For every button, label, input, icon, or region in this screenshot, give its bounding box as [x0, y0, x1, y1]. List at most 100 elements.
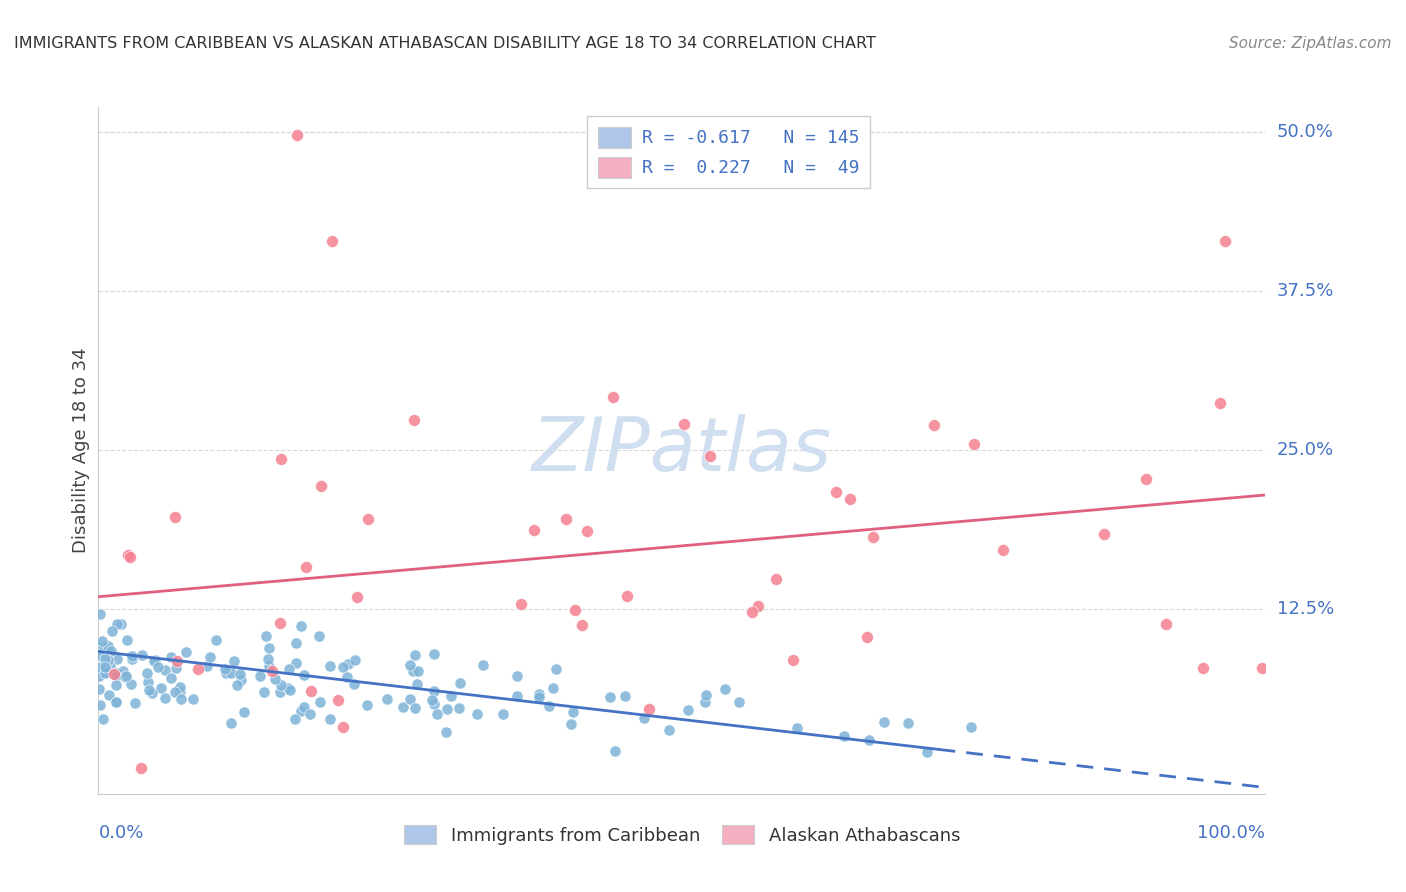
Point — [105, 678, 128, 692]
Point — [423, 648, 446, 662]
Point — [962, 436, 984, 450]
Point — [91, 712, 114, 726]
Point — [616, 590, 638, 604]
Point — [922, 418, 945, 433]
Point — [253, 685, 276, 699]
Point — [465, 706, 488, 721]
Point — [131, 648, 153, 662]
Point — [695, 688, 717, 702]
Point — [658, 723, 681, 737]
Point — [436, 702, 458, 716]
Point — [153, 690, 176, 705]
Point — [290, 704, 312, 718]
Point — [392, 700, 415, 714]
Point — [105, 652, 128, 666]
Point — [198, 649, 221, 664]
Y-axis label: Disability Age 18 to 34: Disability Age 18 to 34 — [72, 348, 90, 553]
Point — [118, 549, 141, 564]
Point — [440, 689, 463, 703]
Point — [561, 705, 583, 719]
Point — [90, 660, 112, 674]
Point — [960, 720, 983, 734]
Point — [187, 662, 209, 676]
Point — [599, 690, 621, 704]
Point — [155, 663, 177, 677]
Point — [105, 665, 128, 680]
Point — [699, 450, 721, 464]
Point — [225, 677, 247, 691]
Point — [839, 491, 862, 506]
Point — [98, 688, 121, 702]
Point — [434, 725, 457, 739]
Text: 50.0%: 50.0% — [1277, 123, 1333, 142]
Point — [673, 417, 696, 431]
Point — [105, 695, 128, 709]
Point — [555, 512, 578, 526]
Point — [1092, 527, 1115, 541]
Point — [714, 682, 737, 697]
Point — [506, 669, 529, 683]
Point — [1135, 472, 1157, 486]
Point — [141, 686, 163, 700]
Point — [571, 617, 593, 632]
Point — [527, 690, 550, 704]
Point — [299, 684, 322, 698]
Point — [423, 683, 446, 698]
Text: 25.0%: 25.0% — [1277, 442, 1334, 459]
Point — [150, 681, 173, 695]
Point — [1154, 616, 1177, 631]
Point — [160, 650, 183, 665]
Point — [114, 669, 136, 683]
Point — [138, 675, 160, 690]
Point — [107, 616, 129, 631]
Point — [510, 597, 533, 611]
Point — [782, 653, 804, 667]
Point — [269, 615, 291, 630]
Point — [308, 629, 330, 643]
Point — [97, 653, 120, 667]
Point — [285, 656, 308, 670]
Point — [603, 744, 626, 758]
Point — [356, 698, 378, 712]
Point — [87, 648, 110, 662]
Point — [832, 729, 855, 743]
Point — [897, 715, 920, 730]
Point — [576, 524, 599, 539]
Point — [295, 560, 318, 574]
Point — [105, 695, 128, 709]
Point — [1250, 661, 1272, 675]
Point — [89, 607, 111, 621]
Point — [336, 670, 359, 684]
Point — [404, 413, 426, 427]
Point — [221, 716, 243, 731]
Legend: Immigrants from Caribbean, Alaskan Athabascans: Immigrants from Caribbean, Alaskan Athab… — [395, 816, 969, 854]
Point — [143, 654, 166, 668]
Point — [277, 662, 299, 676]
Point — [278, 682, 301, 697]
Point — [346, 591, 368, 605]
Point — [398, 692, 420, 706]
Point — [115, 669, 138, 683]
Point — [231, 673, 253, 687]
Point — [471, 658, 494, 673]
Point — [94, 652, 117, 666]
Point — [309, 479, 332, 493]
Point — [285, 128, 308, 142]
Text: 12.5%: 12.5% — [1277, 600, 1334, 618]
Point — [856, 630, 879, 644]
Point — [163, 684, 186, 698]
Point — [165, 661, 187, 675]
Point — [121, 648, 143, 663]
Text: Source: ZipAtlas.com: Source: ZipAtlas.com — [1229, 36, 1392, 51]
Point — [321, 234, 343, 248]
Point — [676, 703, 699, 717]
Point — [406, 677, 429, 691]
Point — [423, 697, 446, 711]
Point — [229, 667, 252, 681]
Point — [256, 652, 278, 666]
Point — [404, 648, 426, 662]
Point — [112, 664, 135, 678]
Point — [284, 712, 307, 726]
Point — [492, 707, 515, 722]
Point — [285, 636, 308, 650]
